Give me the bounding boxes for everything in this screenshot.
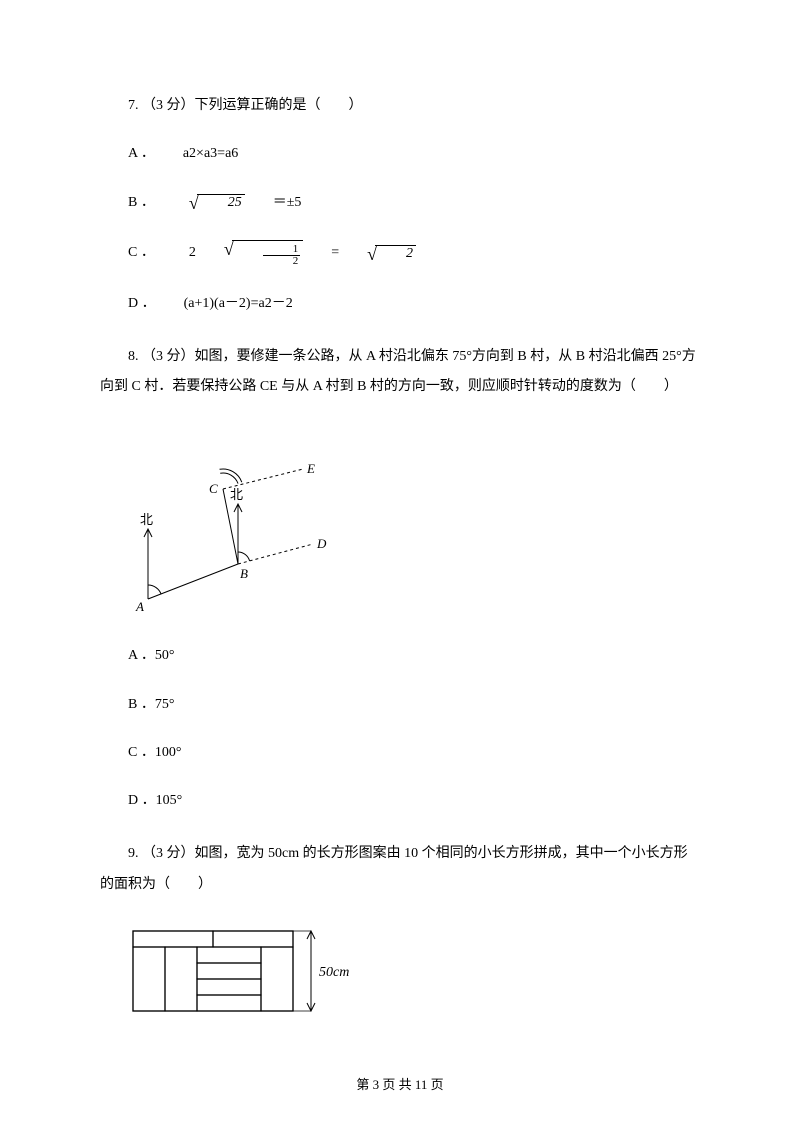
q8-option-b: B ．75° — [100, 694, 700, 716]
q7-option-a: A ． a2×a3=a6 — [100, 143, 700, 165]
q7-b-sqrt-body: 25 — [197, 194, 245, 210]
q7-a-text: a2×a3=a6 — [155, 143, 238, 165]
q7-option-c: C ． 2 √ 1 2 = √ 2 — [100, 240, 700, 267]
page-footer: 第 3 页 共 11 页 — [0, 1075, 800, 1096]
q7-c-label: C ． — [100, 242, 155, 264]
q7-c-prefix: 2 — [161, 242, 196, 264]
svg-text:B: B — [240, 566, 248, 581]
q8-option-a: A ．50° — [100, 645, 700, 667]
q9-stem: 9. （3 分）如图，宽为 50cm 的长方形图案由 10 个相同的小长方形拼成… — [100, 839, 700, 901]
q7-b-label: B ． — [100, 192, 155, 214]
q7-c-mid: = — [303, 242, 339, 264]
q8-option-c: C ．100° — [100, 742, 700, 764]
svg-text:50cm: 50cm — [319, 965, 349, 980]
svg-text:C: C — [209, 481, 218, 496]
q7-a-label: A ． — [100, 143, 155, 165]
svg-text:北: 北 — [140, 512, 153, 527]
q7-d-text: (a+1)(a－2)=a2－2 — [156, 293, 293, 315]
q7-c-sqrt2: 2 — [375, 245, 416, 261]
q7-option-d: D ． (a+1)(a－2)=a2－2 — [100, 293, 700, 315]
frac-den: 2 — [263, 256, 301, 267]
svg-text:A: A — [135, 599, 144, 614]
q8-stem: 8. （3 分）如图，要修建一条公路，从 A 村沿北偏东 75°方向到 B 村，… — [100, 342, 700, 404]
sqrt-icon: √ 25 — [161, 194, 245, 212]
q7-option-b: B ． √ 25 ＝±5 — [100, 192, 700, 214]
q9-diagram: 50cm — [128, 926, 700, 1026]
sqrt-icon: √ 2 — [339, 245, 416, 263]
svg-text:E: E — [306, 461, 315, 476]
q8-option-d: D ．105° — [100, 790, 700, 812]
sqrt-icon: √ 1 2 — [196, 240, 303, 267]
q8-diagram: 北北ABCED — [128, 429, 700, 619]
fraction: 1 2 — [263, 244, 301, 267]
svg-text:北: 北 — [230, 487, 243, 502]
q7-d-label: D ． — [100, 293, 156, 315]
svg-text:D: D — [316, 536, 327, 551]
q7-stem: 7. （3 分）下列运算正确的是（ ） — [100, 95, 700, 117]
q7-b-tail: ＝±5 — [245, 192, 302, 214]
